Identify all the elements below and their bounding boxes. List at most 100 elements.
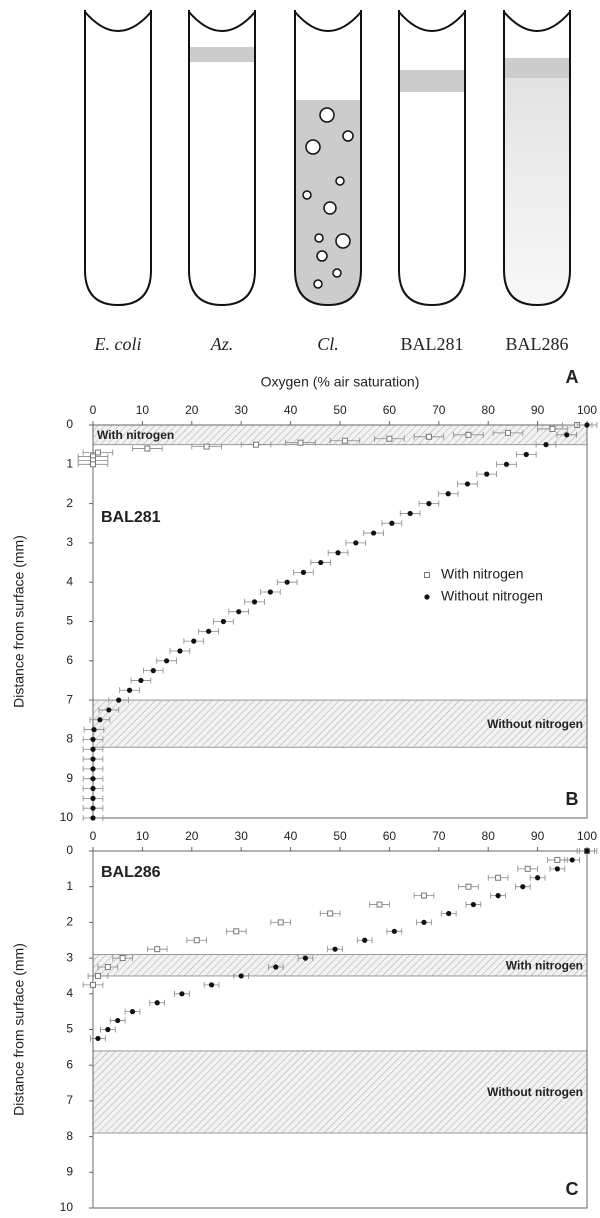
- tube-band: [504, 58, 570, 78]
- point: [335, 550, 341, 556]
- legend-label: Without nitrogen: [441, 588, 543, 604]
- point: [470, 901, 476, 908]
- y-tick-label: 9: [66, 1164, 73, 1178]
- tube-fill: [504, 78, 570, 305]
- point: [445, 491, 451, 497]
- x-tick-label: 60: [383, 403, 397, 417]
- point: [302, 955, 309, 961]
- y-tick-label: 5: [66, 1022, 73, 1036]
- y-tick-label: 1: [66, 879, 73, 893]
- point: [90, 981, 96, 988]
- band-label: With nitrogen: [506, 958, 583, 972]
- x-tick-label: 60: [383, 829, 397, 843]
- point: [503, 461, 510, 467]
- point: [91, 726, 97, 733]
- y-tick-label: 4: [66, 574, 73, 588]
- series: [90, 848, 595, 1042]
- y-tick-label: 10: [60, 810, 74, 824]
- point: [94, 972, 101, 979]
- point: [95, 1035, 101, 1042]
- point: [220, 618, 227, 625]
- x-tick-label: 0: [90, 829, 97, 843]
- point: [116, 697, 122, 703]
- panel-label: A: [566, 367, 579, 387]
- point: [554, 856, 561, 863]
- point: [277, 919, 284, 926]
- point: [154, 1000, 160, 1006]
- y-tick-label: 4: [66, 986, 73, 1000]
- point: [90, 815, 96, 821]
- tube-band: [189, 47, 255, 62]
- point: [424, 594, 430, 600]
- point: [420, 892, 427, 899]
- y-tick-label: 10: [60, 1200, 74, 1214]
- y-tick-label: 6: [66, 653, 73, 667]
- tube-label: E. coli: [94, 334, 142, 354]
- point: [284, 579, 290, 585]
- point: [446, 910, 452, 917]
- point: [273, 964, 279, 970]
- y-tick-label: 3: [66, 950, 73, 964]
- point: [90, 785, 96, 792]
- point: [115, 1017, 121, 1024]
- point: [426, 501, 432, 507]
- y-tick-label: 0: [66, 417, 73, 431]
- point: [327, 910, 334, 917]
- point: [549, 425, 556, 432]
- point: [495, 893, 501, 899]
- point: [177, 648, 183, 654]
- point: [353, 540, 359, 546]
- point: [504, 429, 511, 436]
- point: [524, 865, 531, 872]
- plot-frame: [92, 424, 588, 819]
- bubbles: [302, 107, 354, 289]
- x-tick-label: 70: [432, 403, 446, 417]
- point: [97, 717, 103, 723]
- point: [386, 435, 393, 442]
- point: [332, 946, 338, 952]
- band-label: With nitrogen: [97, 428, 174, 442]
- x-tick-label: 40: [284, 829, 298, 843]
- point: [236, 609, 242, 615]
- point: [119, 955, 126, 962]
- x-tick-label: 100: [577, 403, 597, 417]
- point: [495, 874, 502, 881]
- plot-frame: [92, 850, 588, 1209]
- point: [251, 599, 258, 605]
- point: [484, 471, 490, 477]
- point: [425, 433, 432, 440]
- point: [300, 569, 307, 575]
- y-axis-label: Distance from surface (mm): [11, 943, 27, 1116]
- point: [554, 866, 560, 872]
- x-tick-label: 50: [333, 829, 347, 843]
- x-tick-label: 10: [136, 829, 150, 843]
- series: [82, 848, 598, 988]
- point: [424, 572, 430, 578]
- point: [205, 628, 212, 634]
- y-tick-label: 5: [66, 614, 73, 628]
- point: [138, 677, 144, 684]
- legend-label: With nitrogen: [441, 566, 523, 582]
- point: [389, 520, 395, 526]
- x-tick-label: 80: [482, 403, 496, 417]
- y-tick-label: 7: [66, 692, 73, 706]
- panel-label: C: [566, 1179, 579, 1199]
- point: [584, 848, 590, 854]
- tube-label: BAL286: [506, 334, 569, 354]
- tube-band: [399, 70, 465, 92]
- band-label: Without nitrogen: [487, 717, 583, 731]
- x-tick-label: 90: [531, 403, 545, 417]
- point: [90, 461, 96, 468]
- y-tick-label: 9: [66, 771, 73, 785]
- point: [106, 707, 112, 713]
- x-axis-label: Oxygen (% air saturation): [261, 374, 420, 390]
- point: [584, 422, 590, 428]
- point: [90, 736, 96, 743]
- point: [523, 451, 529, 458]
- point: [407, 510, 413, 517]
- y-tick-label: 8: [66, 732, 73, 746]
- point: [104, 964, 111, 971]
- annotation: BAL286: [101, 864, 161, 881]
- point: [90, 805, 96, 811]
- point: [154, 946, 161, 953]
